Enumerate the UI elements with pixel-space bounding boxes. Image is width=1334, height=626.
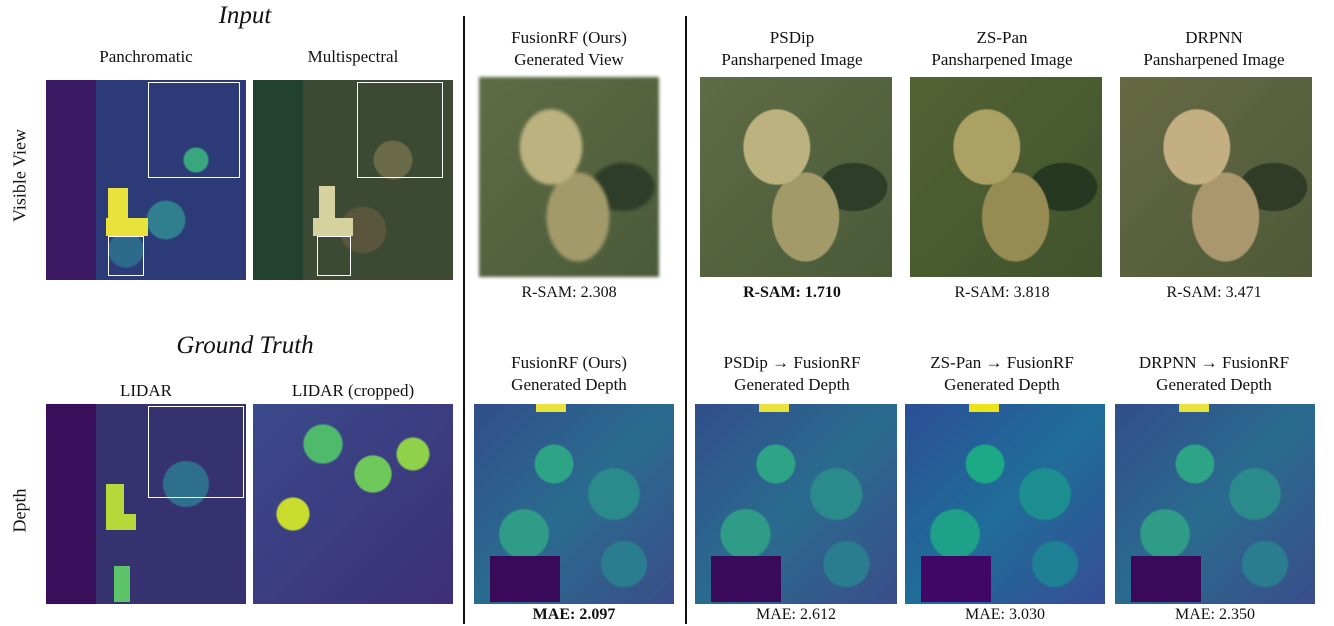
top-col2-score: R-SAM: 1.710 bbox=[743, 284, 841, 301]
zspan-pansharpened-image bbox=[910, 77, 1102, 277]
psdip-pansharpened-image bbox=[700, 77, 892, 277]
panchromatic-image bbox=[46, 80, 246, 280]
top-col4-score: R-SAM: 3.471 bbox=[1166, 284, 1262, 301]
drpnn-pansharpened-image bbox=[1120, 77, 1312, 277]
lidar-image bbox=[46, 404, 246, 604]
lidar-label: LIDAR bbox=[120, 381, 172, 400]
top-col1-score: R-SAM: 2.308 bbox=[521, 284, 617, 301]
bottom-col1-label: FusionRF (Ours) Generated Depth bbox=[511, 353, 627, 394]
bottom-col2-score: MAE: 2.612 bbox=[756, 606, 836, 623]
top-col3-score: R-SAM: 3.818 bbox=[954, 284, 1050, 301]
row-label-depth: Depth bbox=[9, 488, 30, 533]
bottom-col2-label: PSDip → FusionRF Generated Depth bbox=[723, 353, 861, 394]
bottom-col1-score: MAE: 2.097 bbox=[532, 606, 616, 623]
separator-right bbox=[685, 16, 687, 624]
lidar-cropped-image bbox=[253, 404, 453, 604]
bottom-col3-label: ZS-Pan → FusionRF Generated Depth bbox=[930, 353, 1074, 394]
multispectral-image bbox=[253, 80, 453, 280]
bottom-col3-score: MAE: 3.030 bbox=[965, 606, 1045, 623]
drpnn-generated-depth bbox=[1115, 404, 1315, 604]
multispectral-label: Multispectral bbox=[307, 47, 399, 66]
lidar-cropped-label: LIDAR (cropped) bbox=[291, 381, 415, 400]
row-label-visible-view: Visible View bbox=[9, 129, 30, 222]
bottom-col4-label: DRPNN → FusionRF Generated Depth bbox=[1138, 353, 1290, 394]
top-col3-label: ZS-Pan Pansharpened Image bbox=[931, 28, 1073, 69]
top-col1-label: FusionRF (Ours) Generated View bbox=[511, 28, 627, 69]
top-col2-label: PSDip Pansharpened Image bbox=[721, 28, 863, 69]
separator-left bbox=[463, 16, 465, 624]
input-title: Input bbox=[218, 2, 272, 29]
fusionrf-generated-depth bbox=[474, 404, 674, 604]
panchromatic-label: Panchromatic bbox=[99, 47, 193, 66]
bottom-col4-score: MAE: 2.350 bbox=[1175, 606, 1255, 623]
zspan-generated-depth bbox=[905, 404, 1105, 604]
psdip-generated-depth bbox=[695, 404, 897, 604]
fusionrf-generated-view bbox=[479, 77, 659, 277]
ground-truth-title: Ground Truth bbox=[176, 332, 314, 359]
top-col4-label: DRPNN Pansharpened Image bbox=[1143, 28, 1285, 69]
